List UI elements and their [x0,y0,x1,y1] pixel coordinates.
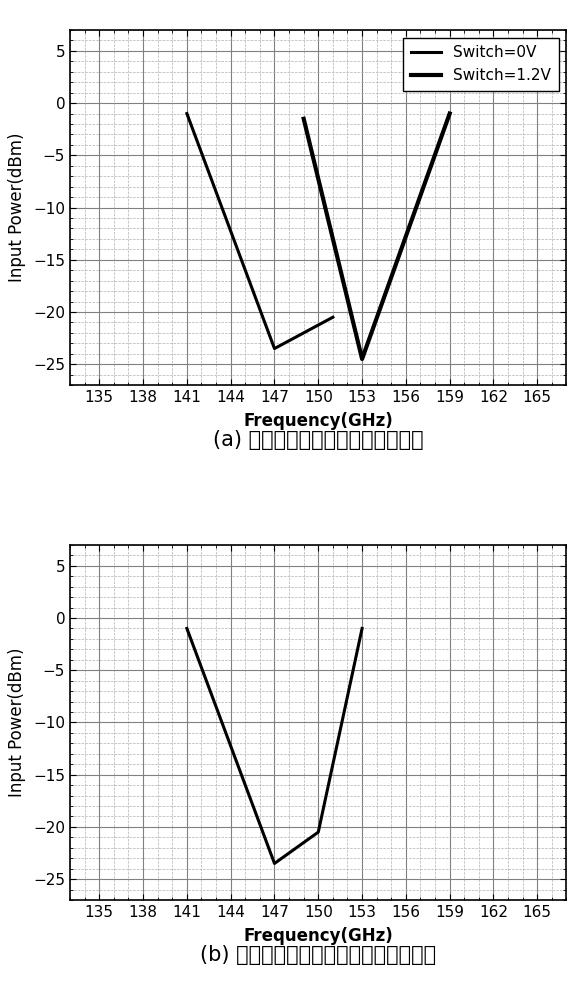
Switch=0V [329,311,336,323]
Switch=1.2V [446,108,453,120]
Switch=1.2V [300,113,307,125]
Line: Switch=0V: Switch=0V [187,114,333,349]
Text: (b) 没有加入可变电感的分频灵敏度曲线: (b) 没有加入可变电感的分频灵敏度曲线 [200,945,436,965]
Y-axis label: Input Power(dBm): Input Power(dBm) [8,133,26,282]
Line: Switch=1.2V: Switch=1.2V [304,114,450,359]
Switch=1.2V [359,353,366,365]
Text: (a) 加入可变电感的分频灵敏度曲线: (a) 加入可变电感的分频灵敏度曲线 [213,430,423,450]
Switch=0V [271,343,278,355]
Legend: Switch=0V, Switch=1.2V: Switch=0V, Switch=1.2V [403,38,559,91]
Switch=0V [183,108,190,120]
X-axis label: Frequency(GHz): Frequency(GHz) [244,412,393,430]
Y-axis label: Input Power(dBm): Input Power(dBm) [8,648,26,797]
X-axis label: Frequency(GHz): Frequency(GHz) [244,927,393,945]
